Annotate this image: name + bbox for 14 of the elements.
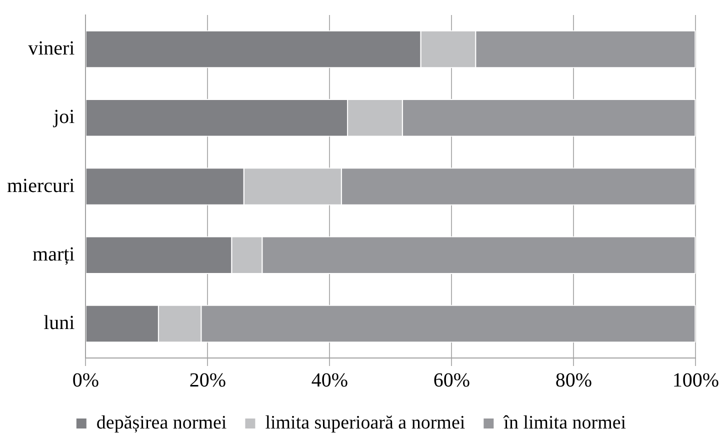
y-tick-label: joi: [52, 106, 76, 128]
y-tick-label: marți: [32, 243, 76, 266]
x-tick-label: 0%: [72, 369, 100, 392]
x-tick-label: 20%: [189, 369, 226, 392]
legend-label: în limita normei: [502, 412, 626, 434]
y-tick-label: miercuri: [6, 174, 76, 197]
x-tick-label: 40%: [311, 369, 348, 392]
y-tick-label: luni: [44, 312, 76, 334]
legend-label: depășirea normei: [96, 412, 227, 434]
x-tick-label: 60%: [433, 369, 470, 392]
x-tick-label: 100%: [672, 369, 720, 392]
x-tick-label: 80%: [555, 369, 592, 392]
y-tick-label: vineri: [28, 38, 76, 60]
legend-label: limita superioară a normei: [265, 412, 466, 434]
